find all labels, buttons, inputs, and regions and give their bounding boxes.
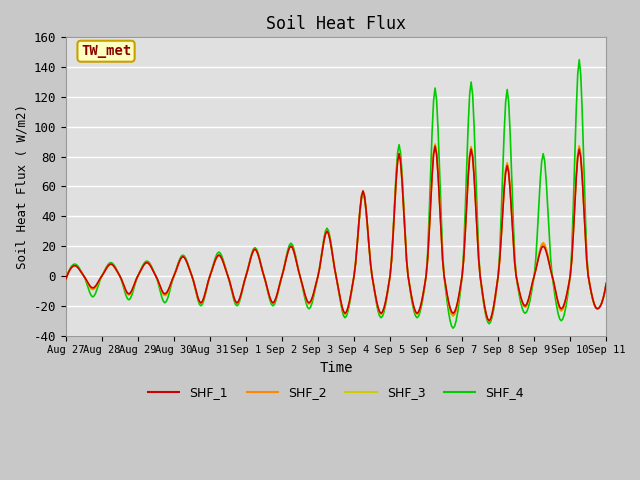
- Legend: SHF_1, SHF_2, SHF_3, SHF_4: SHF_1, SHF_2, SHF_3, SHF_4: [143, 381, 529, 404]
- Text: TW_met: TW_met: [81, 44, 131, 58]
- X-axis label: Time: Time: [319, 361, 353, 375]
- Title: Soil Heat Flux: Soil Heat Flux: [266, 15, 406, 33]
- Y-axis label: Soil Heat Flux ( W/m2): Soil Heat Flux ( W/m2): [15, 104, 28, 269]
